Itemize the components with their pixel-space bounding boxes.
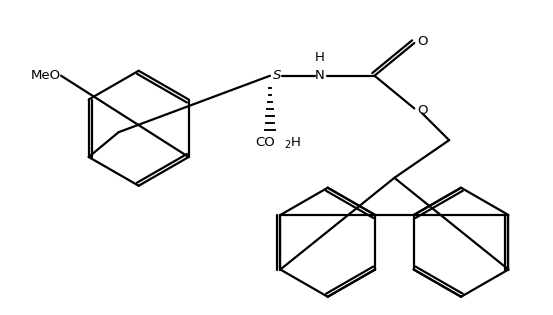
Text: CO: CO (255, 136, 275, 149)
Text: N: N (315, 69, 325, 82)
Text: S: S (273, 69, 281, 82)
Text: H: H (291, 136, 301, 149)
Text: O: O (418, 104, 428, 117)
Text: H: H (315, 51, 325, 64)
Text: 2: 2 (284, 140, 290, 150)
Text: MeO: MeO (31, 69, 61, 82)
Text: O: O (418, 35, 428, 48)
